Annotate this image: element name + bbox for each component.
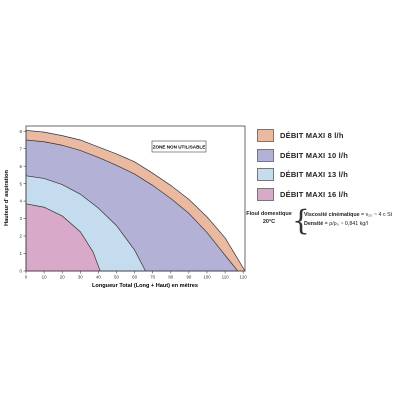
x-tick-label: 80	[168, 275, 173, 280]
plot-frame	[25, 125, 246, 272]
y-axis-label: Hauteur d' aspiration	[4, 170, 10, 226]
density-label: Densité	[304, 221, 324, 227]
y-tick-label: 0	[20, 269, 23, 274]
legend-label: DÉBIT MAXI 13 l/h	[280, 170, 348, 180]
legend-item: DÉBIT MAXI 16 l/h	[257, 185, 397, 205]
x-tick-label: 40	[96, 275, 101, 280]
y-tick-label: 3	[20, 216, 23, 221]
y-tick-label: 2	[20, 234, 23, 239]
legend-item: DÉBIT MAXI 13 l/h	[257, 165, 397, 185]
legend-swatch	[257, 129, 274, 143]
legend-swatch	[257, 168, 274, 182]
legend-item: DÉBIT MAXI 10 l/h	[257, 146, 397, 166]
y-tick-label: 4	[20, 199, 23, 204]
legend-label: DÉBIT MAXI 16 l/h	[280, 189, 348, 199]
viscosity-label: Viscosité cinématique	[304, 212, 360, 218]
legend-swatch	[257, 187, 274, 201]
y-axis: 0 1 2 3 4 5 6 7 8	[20, 129, 26, 274]
x-tick-label: 90	[186, 275, 191, 280]
fuel-properties: Fioul domestique 20°C { Viscosité cinéma…	[246, 204, 398, 242]
legend-label: DÉBIT MAXI 8 l/h	[280, 131, 344, 141]
legend: DÉBIT MAXI 8 l/h DÉBIT MAXI 10 l/h DÉBIT…	[257, 126, 397, 204]
x-axis: 0 10 20 30 40 50 60 70 80 90 100 110 120	[25, 271, 248, 280]
legend-item: DÉBIT MAXI 8 l/h	[257, 126, 397, 146]
fuel-values: Viscosité cinématique = ν₂₀ ~ 4 c St Den…	[304, 211, 392, 229]
zone-non-utilisable-label: ZONE NON UTILISABLE	[153, 145, 206, 150]
x-tick-label: 110	[222, 275, 230, 280]
zone-label-box	[151, 140, 207, 153]
fuel-temperature: 20°C	[262, 219, 276, 225]
series-area-4	[25, 203, 101, 272]
y-tick-label: 8	[20, 129, 23, 134]
x-axis-label: Longueur Total (Long + Haut) en mètres	[92, 283, 198, 289]
fuel-name: Fioul domestique	[246, 211, 292, 217]
x-tick-label: 10	[42, 275, 47, 280]
x-tick-label: 60	[132, 275, 137, 280]
x-tick-label: 50	[114, 275, 119, 280]
viscosity-value: = ν₂₀ ~ 4 c St	[361, 212, 393, 218]
brace-glyph: {	[292, 204, 310, 237]
density-value: = ρ/ρ₀ ~ 0,841 kg/l	[324, 221, 368, 227]
x-tick-label: 30	[78, 275, 83, 280]
x-tick-label: 120	[240, 275, 248, 280]
y-tick-label: 5	[20, 181, 23, 186]
legend-label: DÉBIT MAXI 10 l/h	[280, 150, 348, 160]
y-tick-label: 6	[20, 164, 23, 169]
y-tick-label: 7	[20, 146, 23, 151]
y-tick-label: 1	[20, 251, 23, 256]
x-tick-label: 70	[150, 275, 155, 280]
x-tick-label: 20	[60, 275, 65, 280]
flow-areas	[25, 129, 246, 272]
legend-swatch	[257, 148, 274, 162]
x-tick-label: 0	[25, 275, 28, 280]
fuel-title: Fioul domestique 20°C	[246, 210, 292, 226]
x-tick-label: 100	[203, 275, 211, 280]
